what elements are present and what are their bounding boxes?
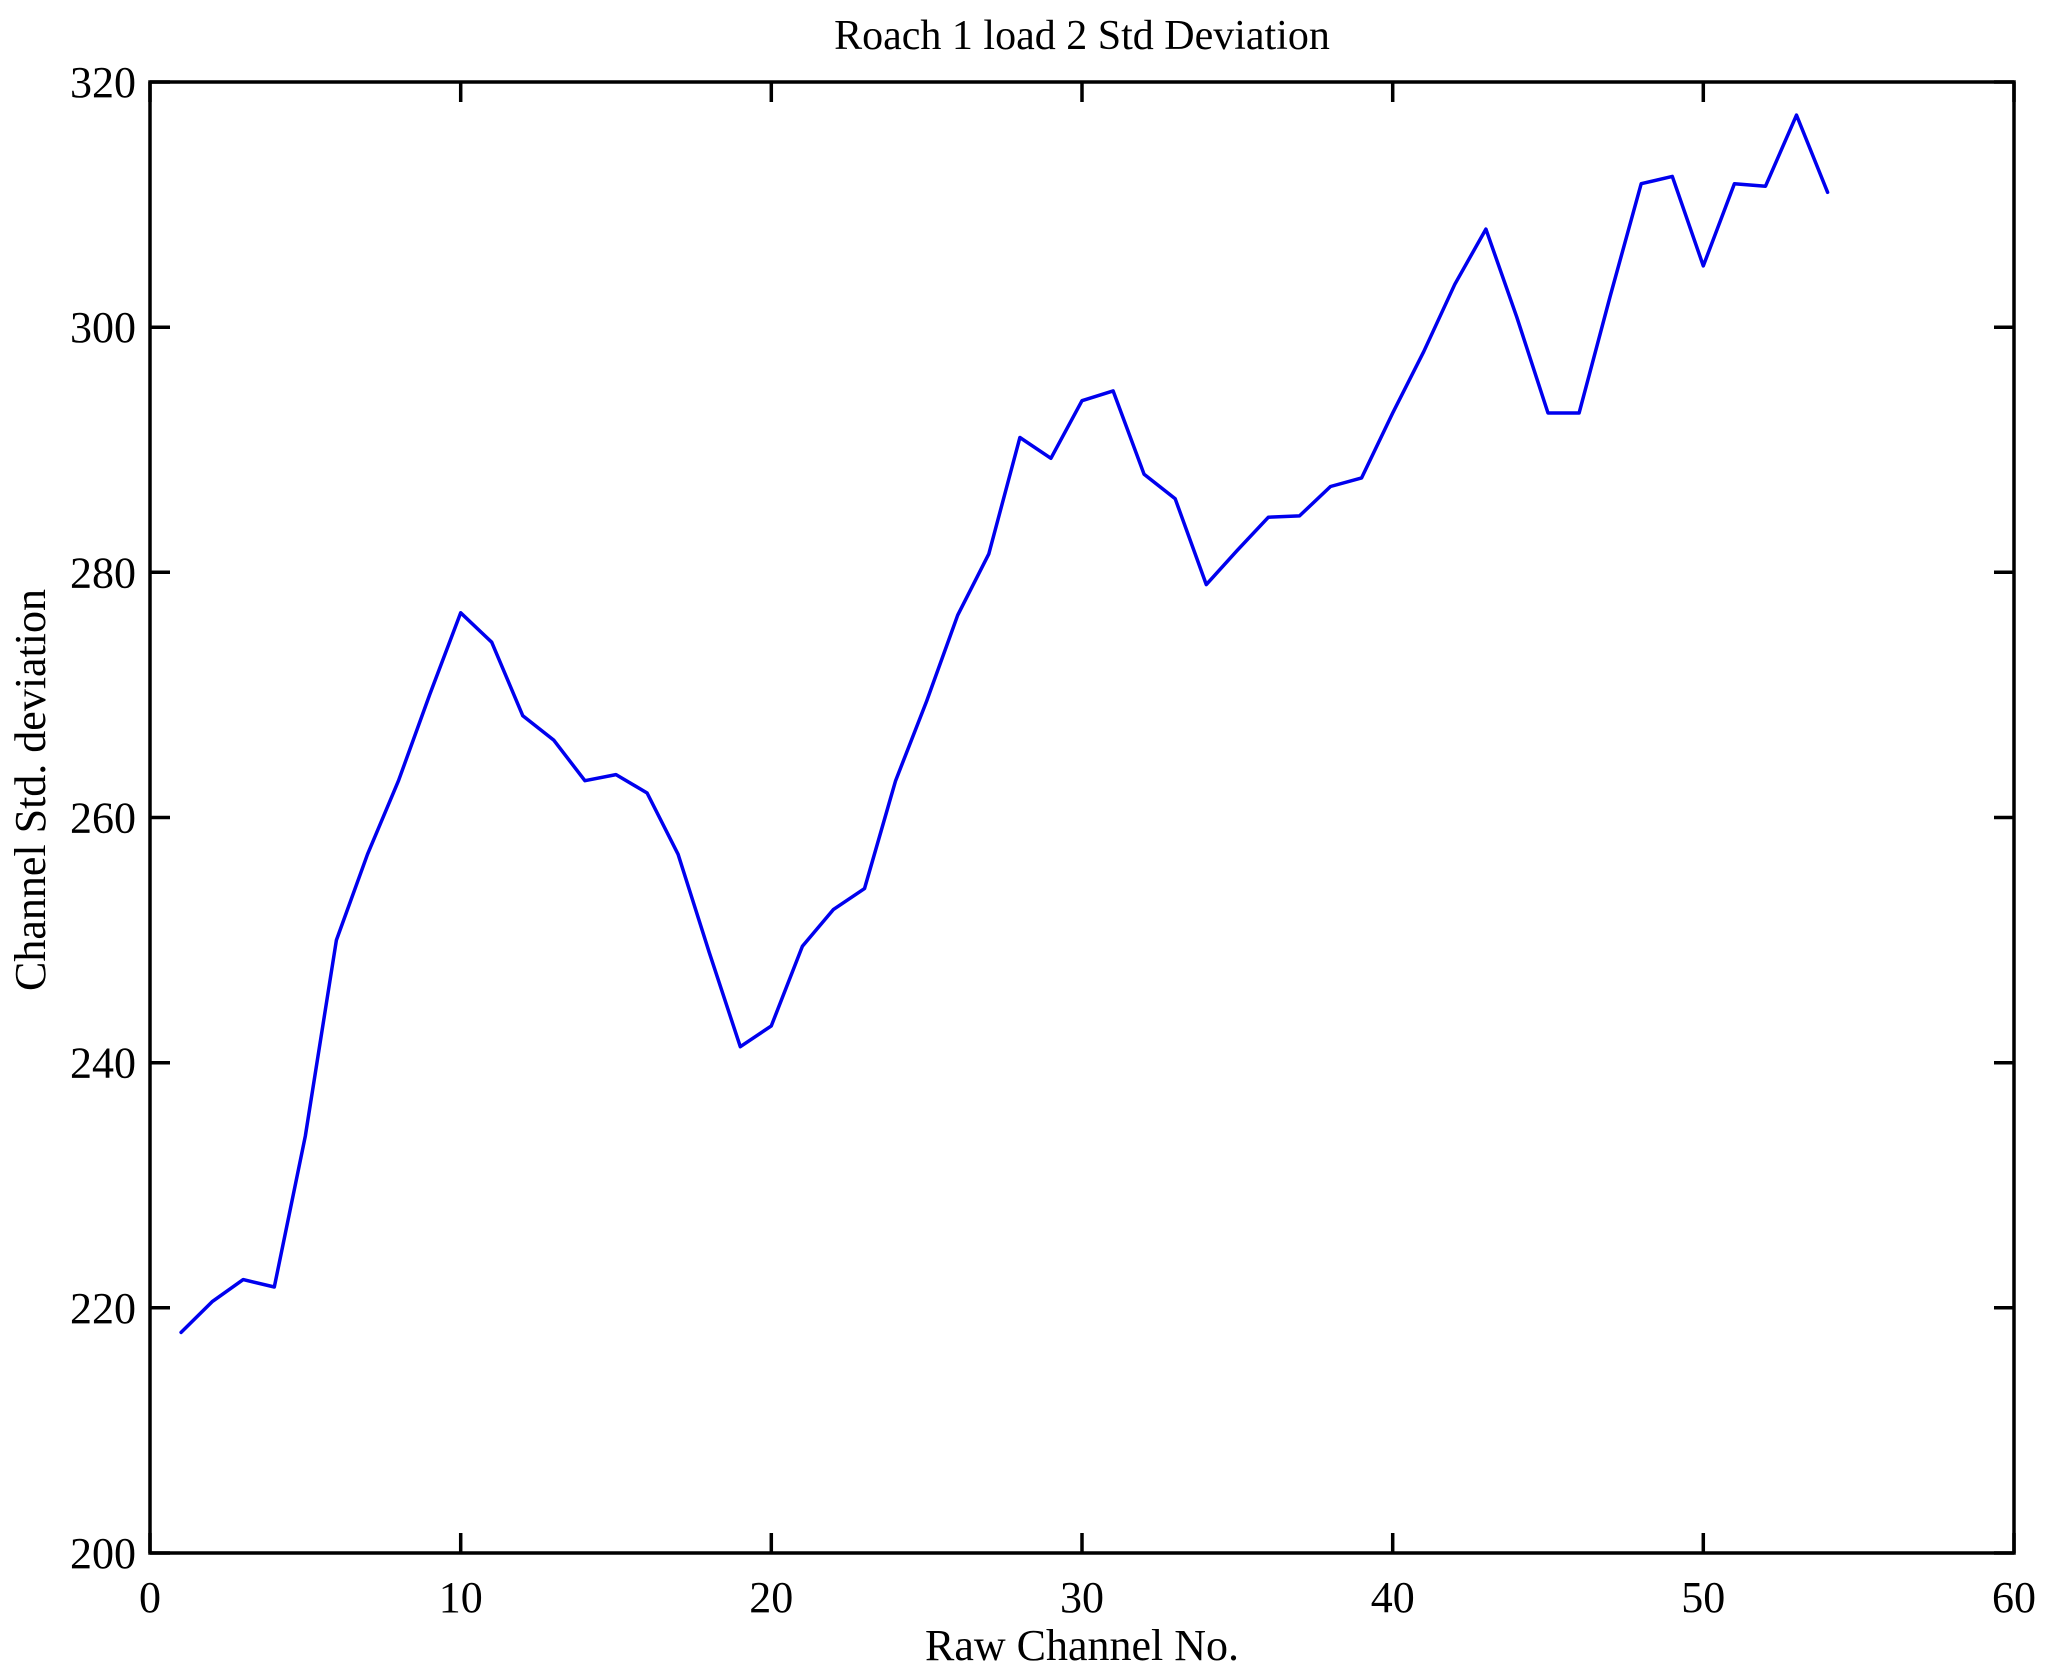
x-tick-label: 10 (439, 1573, 483, 1622)
y-tick-label: 280 (70, 548, 136, 597)
y-tick-label: 260 (70, 794, 136, 843)
y-tick-label: 220 (70, 1284, 136, 1333)
y-tick-label: 320 (70, 58, 136, 107)
y-tick-label: 300 (70, 303, 136, 352)
x-tick-label: 0 (139, 1573, 161, 1622)
plot-border (148, 80, 2016, 1555)
x-tick-label: 40 (1371, 1573, 1415, 1622)
x-tick-label: 50 (1681, 1573, 1725, 1622)
data-line (179, 113, 1830, 1335)
y-tick-label: 200 (70, 1529, 136, 1578)
x-axis-label: Raw Channel No. (925, 1621, 1239, 1670)
plot-area: 0 10 20 30 40 50 60 200 220 240 260 280 300 320 (70, 58, 2036, 1622)
x-tick-label: 60 (1992, 1573, 2036, 1622)
y-axis-label: Channel Std. deviation (6, 589, 55, 991)
y-tick-label: 240 (70, 1039, 136, 1088)
x-tick-label: 20 (749, 1573, 793, 1622)
chart-title: Roach 1 load 2 Std Deviation (834, 13, 1330, 59)
x-tick-label: 30 (1060, 1573, 1104, 1622)
